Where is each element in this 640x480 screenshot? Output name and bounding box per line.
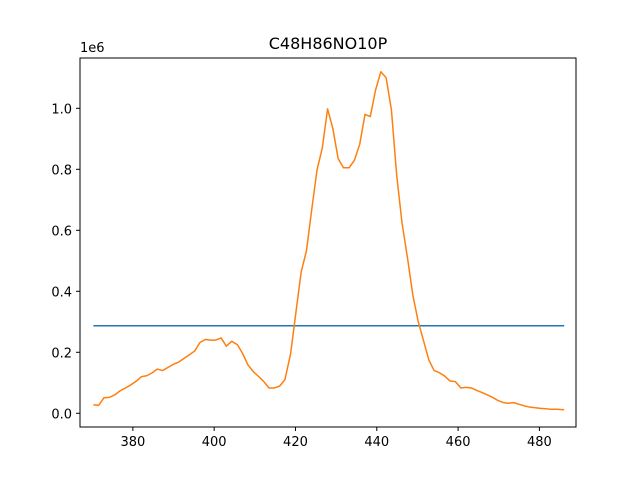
x-tick-label: 420 [283,435,308,450]
y-axis-offset-label: 1e6 [80,41,105,56]
y-tick-label: 1.0 [51,102,72,117]
y-axis: 0.0 0.2 0.4 0.6 0.8 1.0 [51,102,80,422]
x-tick-label: 460 [446,435,471,450]
x-tick-label: 480 [527,435,552,450]
x-tick-label: 400 [202,435,227,450]
plot-frame [79,57,577,428]
y-tick-label: 0.8 [51,163,72,178]
y-tick-label: 0.6 [51,224,72,239]
x-tick-label: 380 [120,435,145,450]
y-tick-label: 0.2 [51,346,72,361]
y-tick-label: 0.0 [51,407,72,422]
chart-title: C48H86NO10P [269,34,388,53]
series-layer [93,70,565,411]
plot-area [80,58,576,427]
x-axis: 380 400 420 440 460 480 [120,427,552,450]
series-line-2 [93,70,565,411]
x-tick-label: 440 [364,435,389,450]
y-tick-label: 0.4 [51,285,72,300]
